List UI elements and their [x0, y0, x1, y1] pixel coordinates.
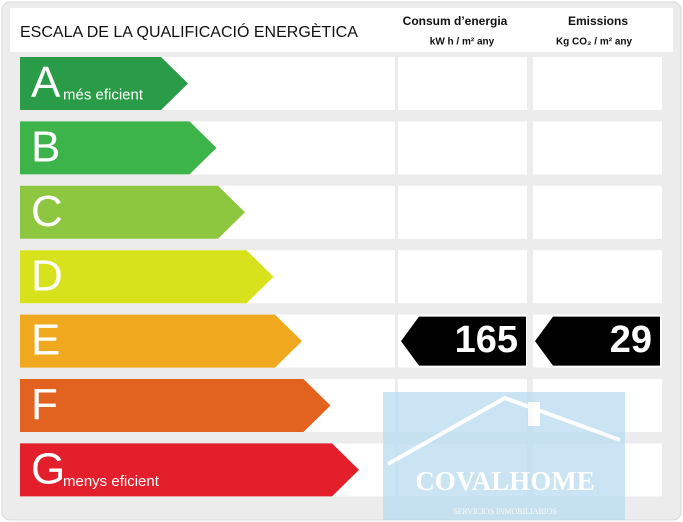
- cell: [398, 185, 527, 239]
- value: 165: [455, 319, 518, 361]
- rating-letter: C: [31, 187, 63, 236]
- rating-arrow: [20, 250, 274, 304]
- cell: [398, 57, 527, 110]
- rating-arrow: [20, 121, 217, 175]
- cell: [533, 185, 662, 239]
- rating-letter: D: [31, 251, 63, 300]
- column-unit: Kg CO₂ / m² any: [556, 37, 633, 48]
- cell: [398, 250, 527, 304]
- header-area: [10, 8, 673, 52]
- chimney: [528, 402, 540, 426]
- rating-letter: G: [31, 445, 65, 494]
- value-arrow: [535, 316, 660, 366]
- rating-letter: E: [31, 316, 60, 365]
- rating-arrow: [20, 185, 245, 239]
- cell: [533, 57, 662, 110]
- roof: [387, 395, 621, 466]
- rating-letter: A: [31, 58, 61, 107]
- rating-letter: B: [31, 123, 60, 172]
- rating-arrow: [20, 443, 359, 497]
- rating-note: menys eficient: [63, 473, 160, 490]
- watermark-tagline: SERVICIOS INMOBILIARIOS: [453, 507, 557, 516]
- column-title: Consum d’energia: [403, 14, 508, 28]
- column-unit: kW h / m² any: [430, 37, 495, 48]
- cell: [398, 121, 527, 175]
- rating-note: més eficient: [63, 86, 144, 103]
- rating-arrow: [20, 57, 188, 110]
- cell: [533, 121, 662, 175]
- rating-arrow: [20, 379, 331, 432]
- title: ESCALA DE LA QUALIFICACIÓ ENERGÈTICA: [20, 22, 358, 41]
- watermark-bg: [383, 392, 625, 520]
- cell: [533, 250, 662, 304]
- watermark-name: COVALHOME: [415, 466, 595, 496]
- rating-arrow: [20, 314, 302, 368]
- watermark: COVALHOME SERVICIOS INMOBILIARIOS: [383, 392, 625, 520]
- rating-letter: F: [31, 380, 58, 429]
- value-arrow: [401, 316, 526, 366]
- column-title: Emissions: [568, 14, 628, 28]
- value: 29: [610, 319, 652, 361]
